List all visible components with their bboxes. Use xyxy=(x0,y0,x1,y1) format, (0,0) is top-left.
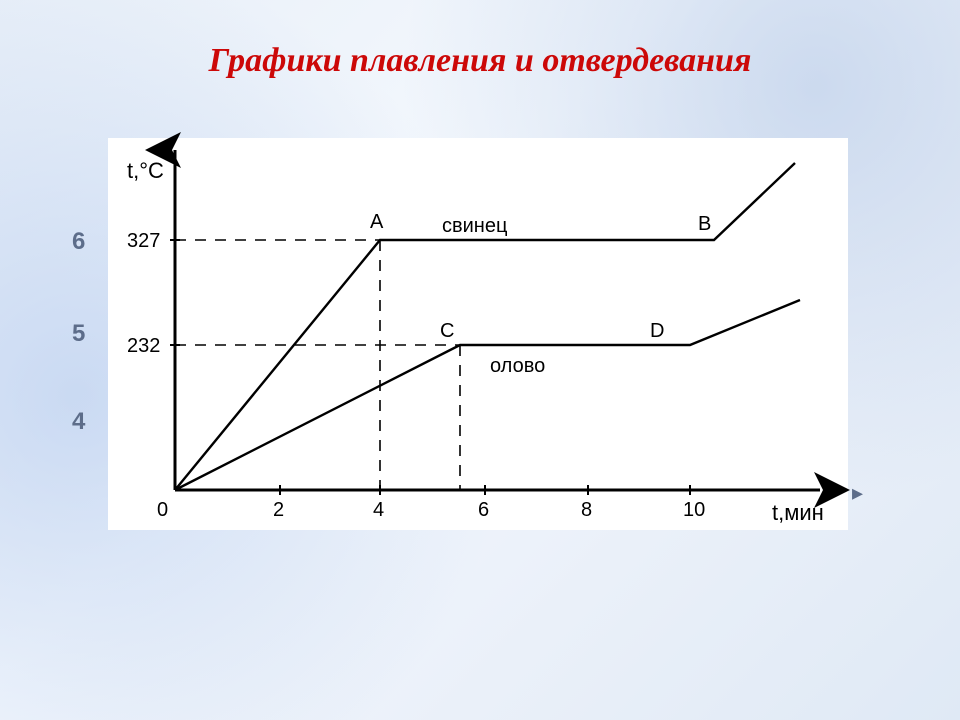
svg-text:6: 6 xyxy=(478,499,489,521)
x-axis-label: t,мин xyxy=(772,500,824,525)
svg-text:232: 232 xyxy=(127,335,160,357)
svg-text:327: 327 xyxy=(127,230,160,252)
svg-text:4: 4 xyxy=(373,499,384,521)
point-label-D: D xyxy=(650,320,664,342)
x-arrow-icon: ▸ xyxy=(852,480,863,506)
point-label-A: A xyxy=(370,211,384,233)
point-label-C: C xyxy=(440,320,454,342)
svg-text:8: 8 xyxy=(581,499,592,521)
svg-text:10: 10 xyxy=(683,499,705,521)
series-олово xyxy=(175,300,800,490)
point-label-B: B xyxy=(698,213,711,235)
svg-text:2: 2 xyxy=(273,499,284,521)
svg-text:свинец: свинец xyxy=(442,215,507,237)
y-axis-label: t,°C xyxy=(127,158,164,183)
chart-svg: t,°C t,мин 0 2 4 6 8 10 327 232 свинец олово A B C D xyxy=(0,0,960,720)
svg-text:олово: олово xyxy=(490,355,545,377)
svg-text:0: 0 xyxy=(157,499,168,521)
